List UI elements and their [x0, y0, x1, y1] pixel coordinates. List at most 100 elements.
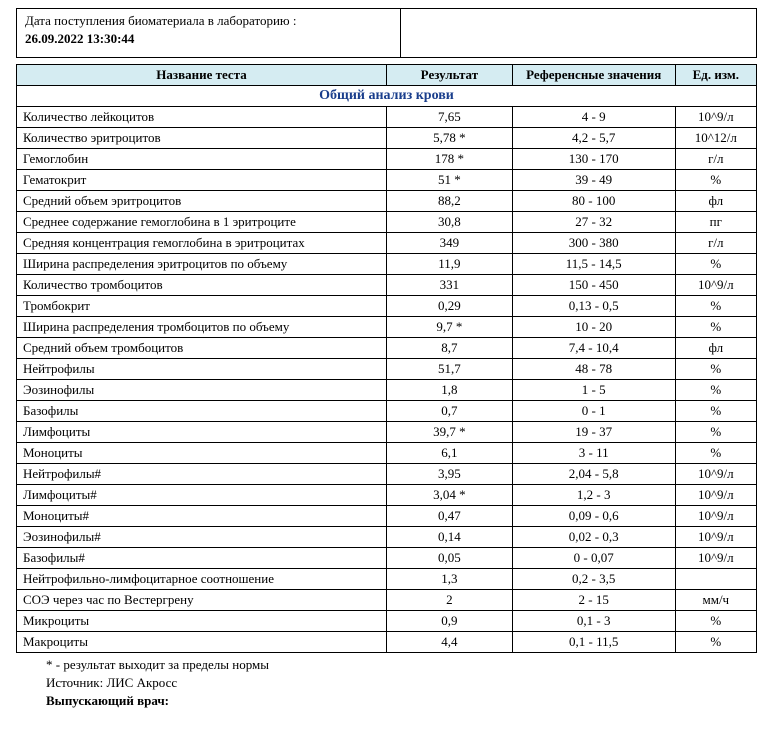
table-row: Гематокрит51 *39 - 49%: [17, 170, 757, 191]
cell-reference: 27 - 32: [512, 212, 675, 233]
cell-unit: %: [675, 632, 756, 653]
cell-unit: фл: [675, 191, 756, 212]
cell-unit: %: [675, 401, 756, 422]
cell-test-name: Средний объем эритроцитов: [17, 191, 387, 212]
cell-test-name: Среднее содержание гемоглобина в 1 эритр…: [17, 212, 387, 233]
cell-result: 0,9: [387, 611, 513, 632]
cell-result: 0,7: [387, 401, 513, 422]
cell-reference: 48 - 78: [512, 359, 675, 380]
results-table: Название теста Результат Референсные зна…: [16, 64, 757, 653]
cell-unit: 10^12/л: [675, 128, 756, 149]
footnotes: * - результат выходит за пределы нормы И…: [46, 657, 757, 709]
cell-reference: 0 - 1: [512, 401, 675, 422]
cell-test-name: Нейтрофилы: [17, 359, 387, 380]
cell-result: 7,65: [387, 107, 513, 128]
table-row: СОЭ через час по Вестергрену22 - 15мм/ч: [17, 590, 757, 611]
cell-reference: 0,02 - 0,3: [512, 527, 675, 548]
cell-unit: 10^9/л: [675, 485, 756, 506]
section-title-row: Общий анализ крови: [17, 86, 757, 107]
table-row: Тромбокрит0,290,13 - 0,5%: [17, 296, 757, 317]
col-header-name: Название теста: [17, 65, 387, 86]
cell-test-name: Ширина распределения эритроцитов по объе…: [17, 254, 387, 275]
table-row: Базофилы#0,050 - 0,0710^9/л: [17, 548, 757, 569]
col-header-ref: Референсные значения: [512, 65, 675, 86]
table-row: Нейтрофильно-лимфоцитарное соотношение1,…: [17, 569, 757, 590]
footnote-asterisk: * - результат выходит за пределы нормы: [46, 657, 757, 673]
table-row: Средний объем эритроцитов88,280 - 100фл: [17, 191, 757, 212]
cell-result: 3,95: [387, 464, 513, 485]
cell-unit: г/л: [675, 233, 756, 254]
table-row: Средняя концентрация гемоглобина в эритр…: [17, 233, 757, 254]
table-row: Лимфоциты#3,04 *1,2 - 310^9/л: [17, 485, 757, 506]
cell-result: 2: [387, 590, 513, 611]
cell-reference: 0,09 - 0,6: [512, 506, 675, 527]
table-row: Нейтрофилы#3,952,04 - 5,810^9/л: [17, 464, 757, 485]
table-row: Микроциты0,90,1 - 3%: [17, 611, 757, 632]
table-row: Средний объем тромбоцитов8,77,4 - 10,4фл: [17, 338, 757, 359]
cell-test-name: Лимфоциты#: [17, 485, 387, 506]
cell-result: 5,78 *: [387, 128, 513, 149]
table-row: Нейтрофилы51,748 - 78%: [17, 359, 757, 380]
table-header-row: Название теста Результат Референсные зна…: [17, 65, 757, 86]
cell-test-name: Тромбокрит: [17, 296, 387, 317]
cell-result: 0,29: [387, 296, 513, 317]
cell-test-name: Эозинофилы: [17, 380, 387, 401]
table-row: Эозинофилы1,81 - 5%: [17, 380, 757, 401]
cell-test-name: Моноциты#: [17, 506, 387, 527]
cell-reference: 0,1 - 3: [512, 611, 675, 632]
cell-reference: 3 - 11: [512, 443, 675, 464]
biomaterial-date-box: Дата поступления биоматериала в лаборато…: [16, 8, 401, 58]
cell-result: 30,8: [387, 212, 513, 233]
cell-result: 8,7: [387, 338, 513, 359]
cell-unit: 10^9/л: [675, 548, 756, 569]
cell-test-name: Нейтрофильно-лимфоцитарное соотношение: [17, 569, 387, 590]
table-row: Моноциты#0,470,09 - 0,610^9/л: [17, 506, 757, 527]
table-row: Макроциты4,40,1 - 11,5%: [17, 632, 757, 653]
cell-reference: 2 - 15: [512, 590, 675, 611]
cell-unit: %: [675, 443, 756, 464]
cell-unit: 10^9/л: [675, 527, 756, 548]
cell-result: 51,7: [387, 359, 513, 380]
table-row: Количество эритроцитов5,78 *4,2 - 5,710^…: [17, 128, 757, 149]
cell-unit: %: [675, 170, 756, 191]
cell-test-name: Гемоглобин: [17, 149, 387, 170]
cell-result: 11,9: [387, 254, 513, 275]
cell-test-name: Моноциты: [17, 443, 387, 464]
cell-test-name: СОЭ через час по Вестергрену: [17, 590, 387, 611]
cell-test-name: Эозинофилы#: [17, 527, 387, 548]
cell-unit: пг: [675, 212, 756, 233]
cell-reference: 300 - 380: [512, 233, 675, 254]
cell-result: 331: [387, 275, 513, 296]
cell-test-name: Средняя концентрация гемоглобина в эритр…: [17, 233, 387, 254]
table-row: Эозинофилы#0,140,02 - 0,310^9/л: [17, 527, 757, 548]
cell-result: 349: [387, 233, 513, 254]
cell-reference: 10 - 20: [512, 317, 675, 338]
cell-unit: фл: [675, 338, 756, 359]
cell-result: 178 *: [387, 149, 513, 170]
cell-unit: 10^9/л: [675, 506, 756, 527]
cell-reference: 150 - 450: [512, 275, 675, 296]
cell-unit: %: [675, 611, 756, 632]
cell-result: 0,14: [387, 527, 513, 548]
header-empty-box: [401, 8, 757, 58]
cell-unit: %: [675, 422, 756, 443]
cell-test-name: Средний объем тромбоцитов: [17, 338, 387, 359]
table-row: Гемоглобин178 *130 - 170г/л: [17, 149, 757, 170]
table-row: Лимфоциты39,7 *19 - 37%: [17, 422, 757, 443]
cell-test-name: Нейтрофилы#: [17, 464, 387, 485]
cell-reference: 0,1 - 11,5: [512, 632, 675, 653]
cell-unit: %: [675, 317, 756, 338]
cell-unit: г/л: [675, 149, 756, 170]
cell-reference: 0 - 0,07: [512, 548, 675, 569]
table-row: Базофилы0,70 - 1%: [17, 401, 757, 422]
cell-result: 39,7 *: [387, 422, 513, 443]
cell-result: 1,3: [387, 569, 513, 590]
biomaterial-date-label: Дата поступления биоматериала в лаборато…: [25, 13, 392, 29]
footnote-source: Источник: ЛИС Акросс: [46, 675, 757, 691]
cell-test-name: Макроциты: [17, 632, 387, 653]
table-row: Ширина распределения эритроцитов по объе…: [17, 254, 757, 275]
cell-unit: 10^9/л: [675, 464, 756, 485]
table-row: Среднее содержание гемоглобина в 1 эритр…: [17, 212, 757, 233]
col-header-unit: Ед. изм.: [675, 65, 756, 86]
header-boxes: Дата поступления биоматериала в лаборато…: [16, 8, 757, 58]
